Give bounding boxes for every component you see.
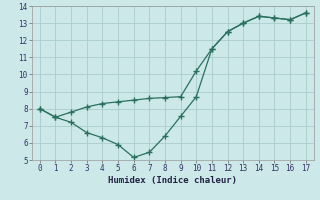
X-axis label: Humidex (Indice chaleur): Humidex (Indice chaleur) — [108, 176, 237, 185]
